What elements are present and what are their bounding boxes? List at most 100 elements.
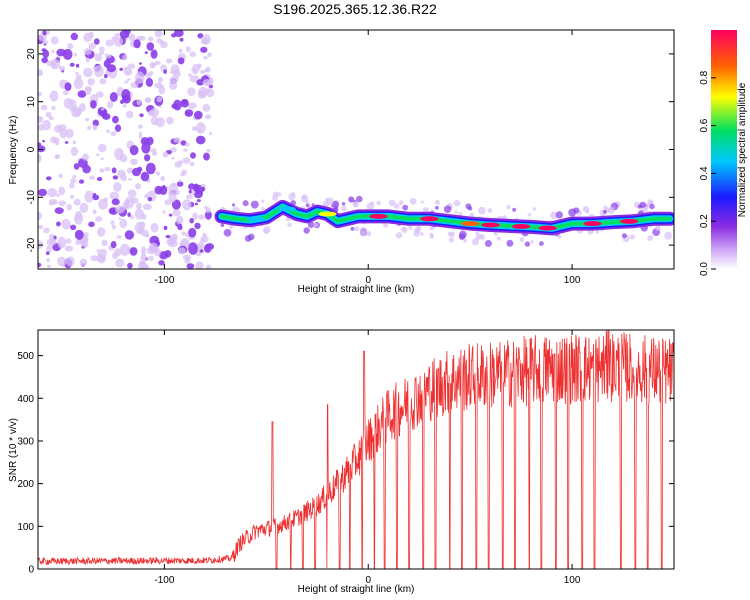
noise-blob — [83, 48, 92, 56]
noise-blob — [79, 258, 88, 267]
noise-blob — [141, 250, 146, 256]
noise-blob — [172, 209, 181, 217]
noise-blob — [47, 187, 57, 198]
noise-blob — [96, 176, 103, 182]
noise-blob — [186, 46, 191, 53]
noise-blob — [156, 96, 163, 103]
noise-blob — [130, 82, 139, 88]
ridge-peak — [512, 224, 531, 229]
noise-blob — [59, 65, 65, 72]
noise-blob — [180, 140, 187, 146]
halo-blob — [348, 196, 355, 203]
noise-blob — [120, 243, 130, 256]
noise-blob — [104, 53, 109, 58]
noise-blob — [201, 186, 206, 192]
noise-blob — [89, 175, 96, 180]
noise-blob — [163, 225, 168, 231]
ridge-peak — [247, 216, 266, 222]
noise-blob — [113, 248, 122, 257]
halo-blob — [629, 234, 636, 240]
noise-blob — [106, 100, 114, 109]
noise-blob — [129, 145, 139, 156]
spectrogram-ylabel: Frequency (Hz) — [8, 116, 19, 185]
halo-blob — [273, 191, 279, 198]
noise-blob — [92, 193, 97, 197]
noise-blob — [171, 199, 181, 210]
noise-blob — [202, 79, 212, 87]
noise-blob — [158, 105, 162, 108]
noise-blob — [145, 72, 152, 79]
noise-blob — [75, 63, 80, 68]
noise-blob — [157, 76, 164, 83]
halo-blob — [506, 239, 514, 247]
noise-blob — [64, 82, 72, 91]
noise-blob — [111, 198, 120, 206]
noise-blob — [78, 179, 85, 184]
noise-blob — [105, 39, 114, 47]
spectrogram-xtick-label: 0 — [365, 275, 371, 286]
halo-blob — [434, 199, 440, 205]
noise-blob — [42, 40, 49, 45]
noise-blob — [144, 194, 149, 199]
spectrogram-ytick-label: 20 — [26, 48, 37, 60]
halo-blob — [356, 195, 363, 203]
halo-blob — [557, 234, 562, 239]
noise-blob — [180, 173, 185, 177]
noise-blob — [65, 256, 75, 267]
halo-blob — [484, 240, 492, 247]
halo-blob — [326, 197, 334, 205]
halo-blob — [401, 227, 408, 234]
halo-blob — [539, 241, 544, 247]
halo-blob — [487, 208, 493, 213]
halo-blob — [354, 226, 360, 232]
noise-blob — [189, 217, 194, 224]
noise-blob — [90, 100, 97, 109]
noise-blob — [187, 102, 197, 109]
spectrogram-xtick-label: 100 — [564, 275, 581, 286]
noise-blob — [203, 152, 210, 161]
halo-blob — [524, 241, 531, 247]
noise-blob — [110, 220, 115, 226]
noise-blob — [134, 208, 145, 220]
noise-blob — [87, 125, 92, 131]
noise-blob — [188, 242, 198, 255]
noise-blob — [114, 33, 120, 38]
halo-blob — [408, 225, 413, 230]
noise-blob — [98, 198, 108, 210]
spectrogram-ytick-label: 0 — [26, 146, 37, 152]
halo-blob — [352, 201, 359, 208]
noise-blob — [77, 90, 87, 98]
noise-blob — [73, 163, 80, 170]
noise-blob — [69, 194, 75, 199]
noise-blob — [58, 186, 66, 196]
noise-blob — [111, 167, 117, 174]
noise-blob — [38, 154, 42, 163]
noise-blob — [126, 167, 133, 174]
ridge-peak — [538, 225, 557, 231]
noise-blob — [176, 181, 184, 187]
noise-blob — [148, 255, 154, 261]
noise-blob — [56, 193, 60, 197]
halo-blob — [383, 222, 389, 228]
halo-blob — [458, 212, 463, 216]
noise-blob — [205, 264, 212, 269]
noise-blob — [38, 211, 42, 220]
noise-blob — [38, 188, 47, 197]
noise-blob — [99, 51, 104, 55]
colorbar: 0.0 0.2 0.4 0.6 0.8 Normalized spectral ampl… — [699, 30, 748, 276]
noise-blob — [133, 39, 141, 49]
noise-blob — [69, 62, 75, 67]
noise-blob — [169, 147, 177, 153]
noise-blob — [145, 265, 150, 269]
colorbar-tick-label: 0.4 — [699, 166, 710, 180]
halo-blob — [454, 210, 458, 214]
noise-blob — [178, 247, 186, 255]
halo-blob — [305, 203, 310, 208]
noise-blob — [38, 91, 43, 97]
spectrogram-xlabel: Height of straight line (km) — [298, 284, 415, 295]
halo-blob — [370, 201, 375, 206]
halo-blob — [458, 233, 466, 240]
noise-blob — [147, 197, 153, 202]
noise-blob — [129, 247, 138, 256]
noise-blob — [63, 97, 73, 109]
